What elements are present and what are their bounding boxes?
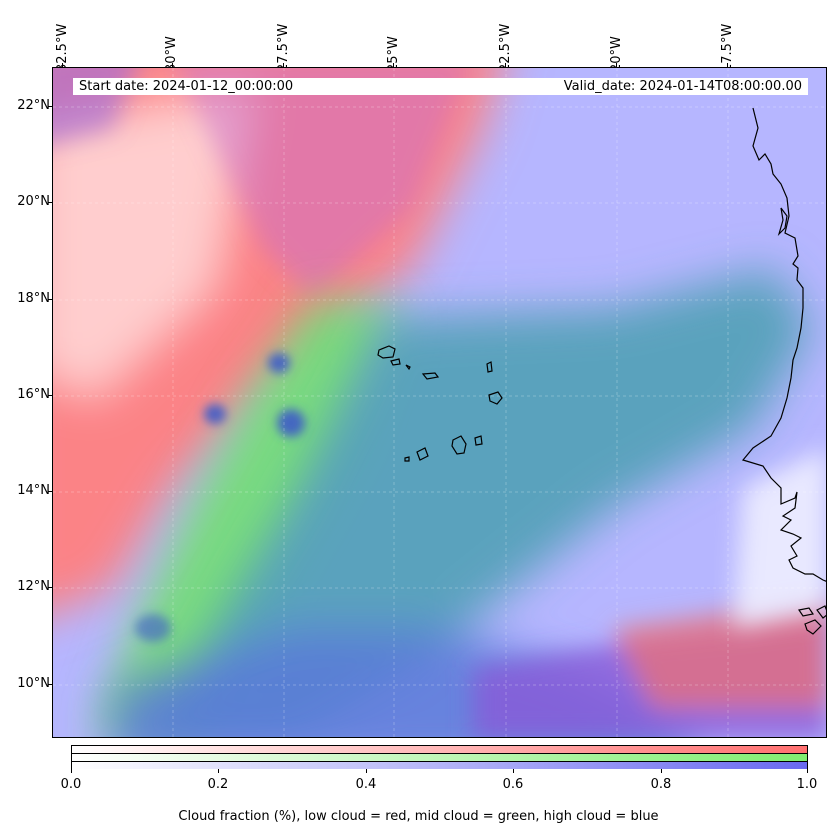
colorbar-mid-cloud <box>72 754 807 762</box>
colorbar-high-cloud <box>72 762 807 769</box>
date-info-bar: Start date: 2024-01-12_00:00:00 Valid_da… <box>73 78 808 95</box>
colorbar-tick <box>218 769 219 773</box>
coastline-bissagos-3 <box>816 605 826 619</box>
lon-tick <box>505 63 506 67</box>
lat-tick <box>48 491 52 492</box>
coastline-bissagos-1 <box>798 607 814 617</box>
island-maio <box>474 435 483 446</box>
colorbar-tick <box>71 769 72 773</box>
colorbar <box>71 745 808 769</box>
lon-label-20w: 20°W <box>609 36 624 72</box>
start-date-label: Start date: 2024-01-12_00:00:00 <box>79 79 294 94</box>
island-sao-vicente <box>390 358 401 366</box>
map-canvas <box>53 68 826 737</box>
colorbar-tick <box>807 769 808 773</box>
high-cloud-cells <box>135 353 305 642</box>
lat-tick <box>48 684 52 685</box>
lon-tick <box>727 63 728 67</box>
lat-label-16n: 16°N <box>17 387 50 402</box>
island-santo-antao <box>377 345 396 359</box>
coastline-bissagos-2 <box>804 619 822 635</box>
island-sal <box>486 361 493 373</box>
lon-label-17-5w: 17.5°W <box>720 23 735 72</box>
lat-label-22n: 22°N <box>17 98 50 113</box>
lon-label-32-5w: 32.5°W <box>55 23 70 72</box>
lat-label-12n: 12°N <box>17 579 50 594</box>
colorbar-tick-label: 0.8 <box>650 777 672 792</box>
lon-tick <box>283 63 284 67</box>
african-coastline <box>741 107 826 635</box>
island-boa-vista <box>488 391 503 405</box>
lon-tick <box>616 63 617 67</box>
colorbar-label: Cloud fraction (%), low cloud = red, mid… <box>178 809 659 824</box>
lon-label-27-5w: 27.5°W <box>276 23 291 72</box>
island-santa-luzia <box>405 364 411 371</box>
lat-label-14n: 14°N <box>17 483 50 498</box>
lat-label-20n: 20°N <box>17 194 50 209</box>
island-brava <box>404 456 410 462</box>
colorbar-tick <box>661 769 662 773</box>
colorbar-tick <box>513 769 514 773</box>
valid-date-label: Valid_date: 2024-01-14T08:00:00.00 <box>563 79 802 94</box>
colorbar-tick <box>366 769 367 773</box>
lon-tick <box>62 63 63 67</box>
colorbar-tick-label: 0.6 <box>502 777 524 792</box>
lat-tick <box>48 202 52 203</box>
mid-cloud-region <box>93 298 403 737</box>
lat-label-10n: 10°N <box>17 676 50 691</box>
colorbar-low-cloud <box>72 746 807 754</box>
coastline-bay <box>777 207 788 237</box>
colorbar-tick-label: 0.0 <box>60 777 82 792</box>
island-santiago <box>451 435 467 455</box>
lat-tick <box>48 395 52 396</box>
colorbar-tick-label: 0.2 <box>207 777 229 792</box>
cape-verde-islands <box>377 345 503 462</box>
colorbar-tick-label: 1.0 <box>796 777 818 792</box>
lat-tick <box>48 299 52 300</box>
cloud-fraction-map: Start date: 2024-01-12_00:00:00 Valid_da… <box>52 67 827 738</box>
coastline-senegal-mauritania <box>741 107 826 582</box>
graticule <box>53 68 826 737</box>
island-sao-nicolau <box>421 372 440 380</box>
southern-mixed-band <box>473 598 826 737</box>
island-fogo <box>416 447 429 461</box>
lat-label-18n: 18°N <box>17 291 50 306</box>
lon-label-25w: 25°W <box>386 36 401 72</box>
colorbar-tick-label: 0.4 <box>355 777 377 792</box>
lon-label-22-5w: 22.5°W <box>498 23 513 72</box>
clear-sky-east <box>733 448 826 628</box>
lon-tick <box>393 63 394 67</box>
lat-tick <box>48 106 52 107</box>
lon-tick <box>172 63 173 67</box>
lat-tick <box>48 587 52 588</box>
